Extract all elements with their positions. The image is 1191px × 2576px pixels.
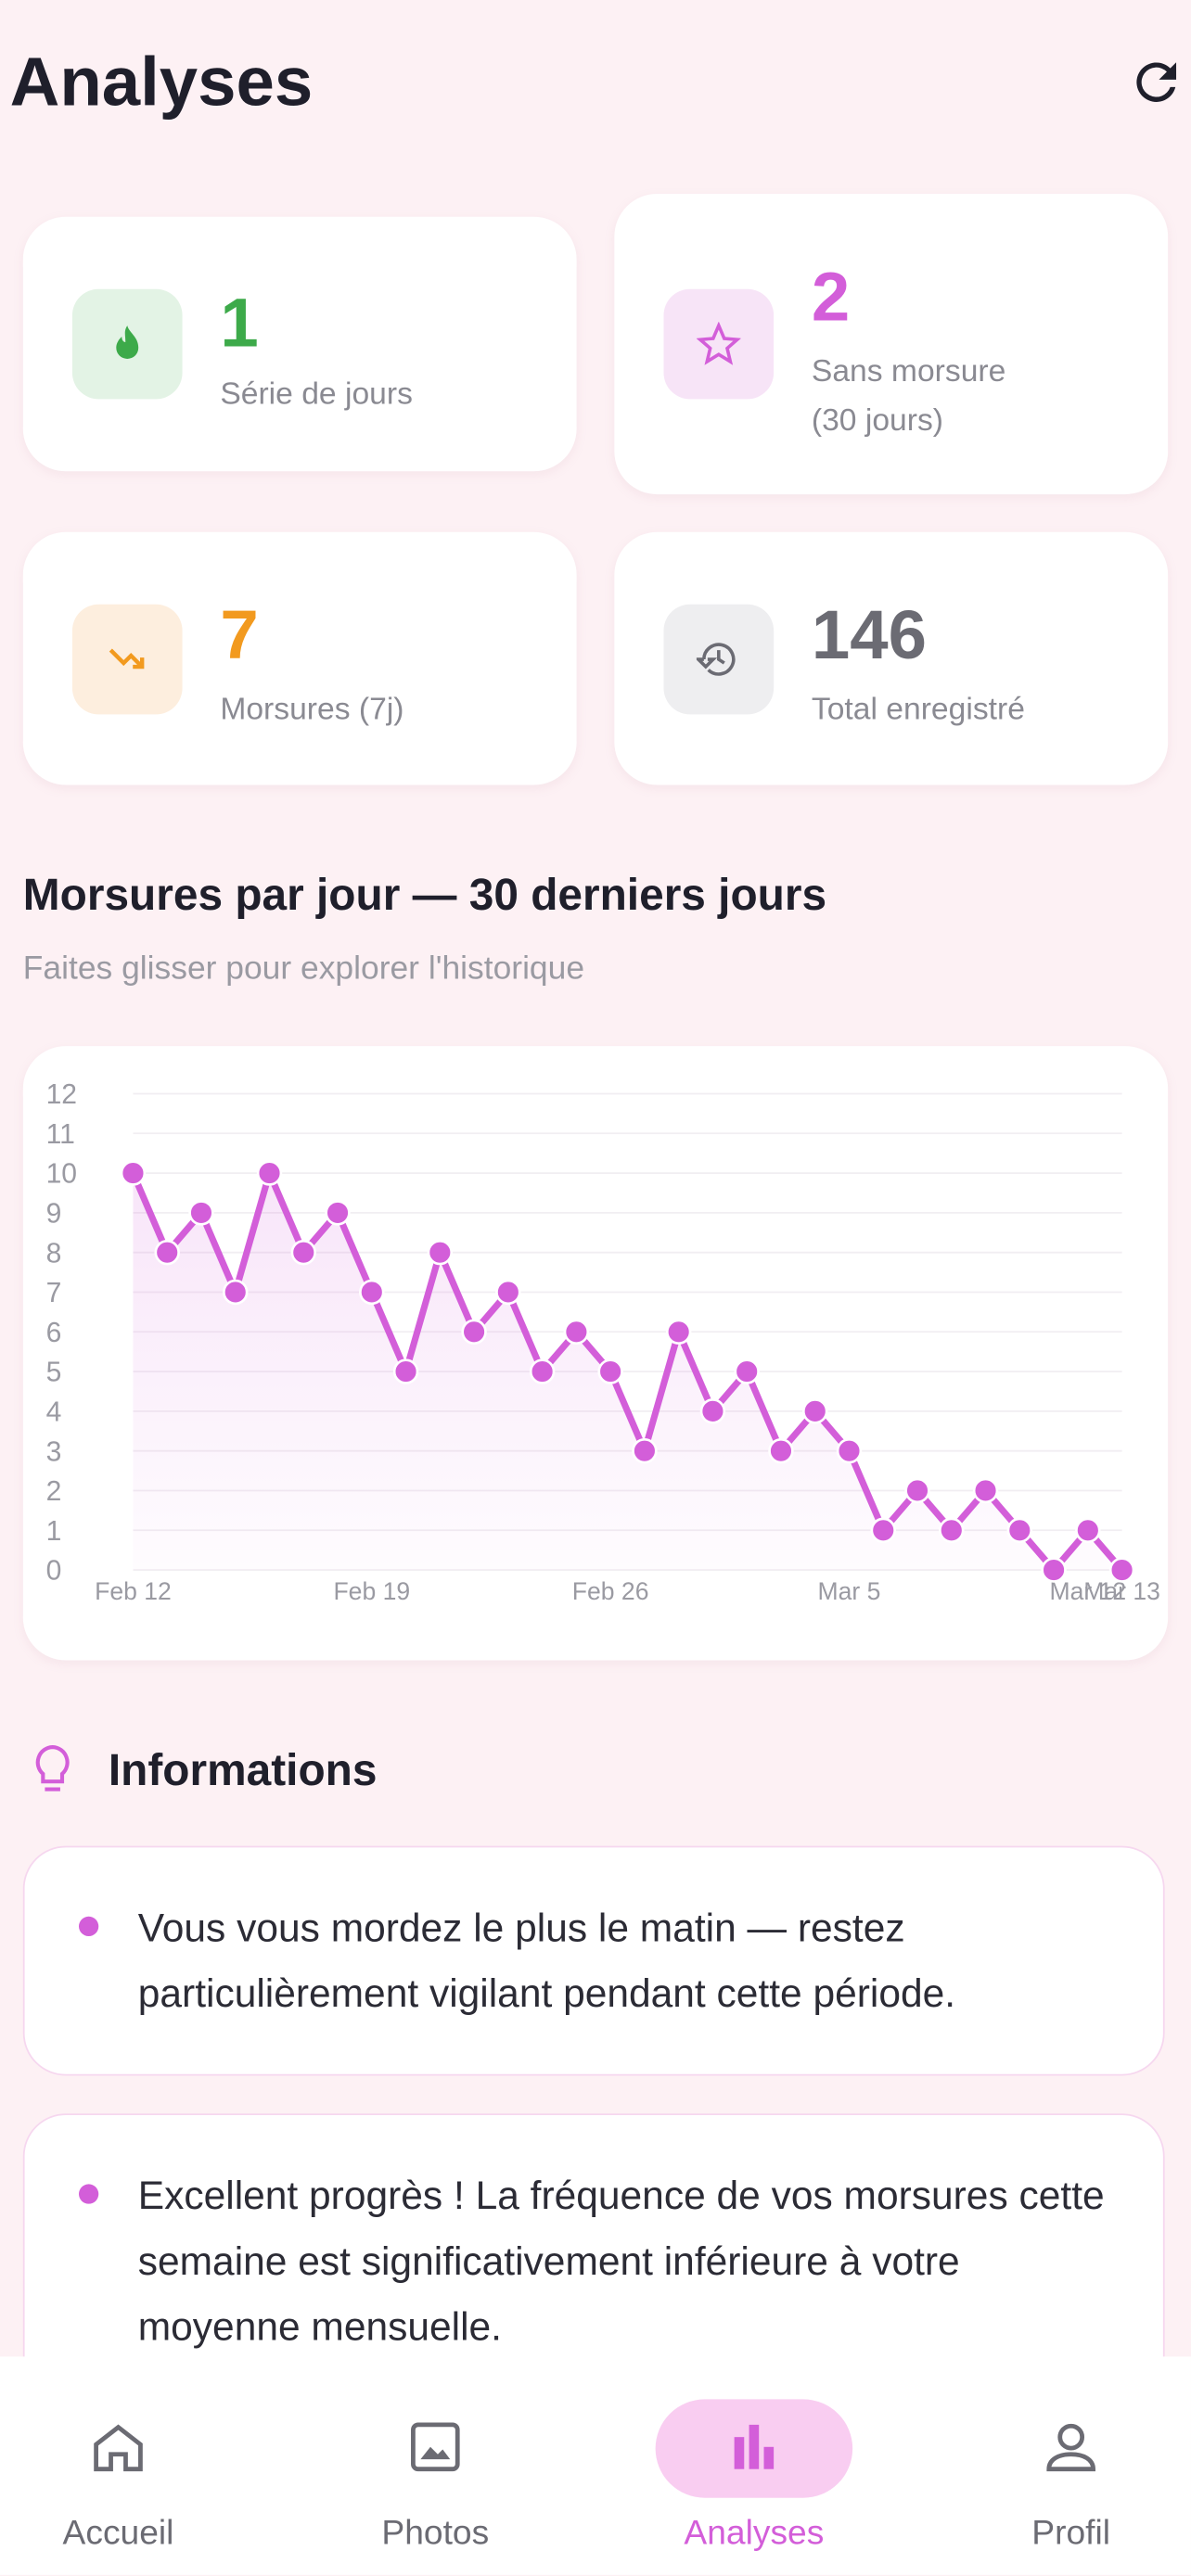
insight-text: Excellent progrès ! La fréquence de vos … (137, 2174, 1105, 2351)
point (801, 1398, 828, 1424)
y-tick-label: 6 (46, 1318, 62, 1348)
y-tick-label: 4 (46, 1397, 62, 1428)
home-icon[interactable] (89, 2417, 148, 2477)
x-tick-label: Feb 26 (572, 1577, 649, 1605)
point (1108, 1557, 1135, 1583)
x-tick-label: Feb 12 (95, 1577, 172, 1605)
point (325, 1200, 351, 1226)
page-title: Analyses (9, 43, 314, 121)
nav-label[interactable]: Accueil (62, 2514, 174, 2553)
point (904, 1477, 930, 1504)
stat-card: 1 Série de jours (22, 216, 577, 472)
stat-icon (71, 604, 183, 715)
x-tick-label: Mar 12 (1050, 1577, 1127, 1605)
point (1041, 1557, 1067, 1583)
bullet (79, 1916, 99, 1937)
y-tick-label: 9 (46, 1199, 62, 1230)
profile-icon[interactable] (1042, 2417, 1101, 2477)
y-tick-label: 5 (46, 1358, 62, 1388)
stat-card: 7 Morsures (7j) (22, 531, 577, 785)
point (972, 1477, 999, 1504)
point (359, 1279, 385, 1306)
point (188, 1200, 214, 1226)
nav-label[interactable]: Photos (381, 2514, 490, 2553)
point (154, 1239, 180, 1266)
chart-subtitle: Faites glisser pour explorer l'historiqu… (22, 950, 585, 988)
point (665, 1319, 692, 1345)
y-tick-label: 7 (46, 1278, 62, 1308)
nav-label[interactable]: Analyses (684, 2514, 825, 2553)
point (836, 1437, 863, 1464)
stat-card: 146 Total enregistré (614, 531, 1169, 785)
point (768, 1437, 794, 1464)
stat-value: 1 (220, 284, 259, 362)
nav-label[interactable]: Profil (1031, 2514, 1111, 2553)
point (563, 1319, 590, 1345)
y-tick-label: 3 (46, 1436, 62, 1467)
point (120, 1160, 147, 1186)
stat-icon (663, 604, 775, 715)
stat-value: 7 (220, 595, 259, 674)
insight-text: Vous vous mordez le plus le matin — rest… (137, 1906, 956, 2017)
bulb-icon (35, 1744, 70, 1792)
point (1006, 1517, 1033, 1544)
point (495, 1279, 521, 1306)
point (392, 1358, 419, 1384)
point (734, 1358, 760, 1384)
point (939, 1517, 965, 1544)
point (223, 1279, 249, 1306)
area (133, 1173, 1122, 1571)
point (529, 1358, 556, 1384)
refresh-button[interactable] (1127, 53, 1186, 112)
stat-value: 2 (811, 258, 851, 336)
y-tick-label: 1 (46, 1516, 62, 1547)
analyses-icon[interactable] (724, 2417, 784, 2477)
point (1075, 1517, 1101, 1544)
y-tick-label: 11 (46, 1119, 75, 1150)
point (632, 1437, 658, 1464)
x-tick-label: Mar 5 (818, 1577, 881, 1605)
point (870, 1517, 896, 1544)
stat-card: 2 Sans morsure (30 jours) (614, 193, 1169, 495)
point (461, 1319, 487, 1345)
y-tick-label: 0 (46, 1556, 62, 1587)
section-title: Informations (108, 1745, 378, 1795)
point (597, 1358, 623, 1384)
point (427, 1239, 454, 1266)
y-tick-label: 2 (46, 1476, 62, 1507)
stat-label: Série de jours (220, 377, 413, 413)
photos-icon[interactable] (405, 2417, 465, 2477)
x-tick-label: Feb 19 (333, 1577, 410, 1605)
insight-card: Vous vous mordez le plus le matin — rest… (22, 1845, 1165, 2076)
bottom-nav: Accueil Photos Analyses Profil (0, 2356, 1191, 2575)
y-tick-label: 8 (46, 1238, 62, 1269)
point (699, 1398, 726, 1424)
y-tick-label: 12 (46, 1079, 77, 1110)
stat-icon (663, 288, 775, 400)
stat-label: Morsures (7j) (220, 693, 404, 728)
stat-label: Sans morsure (30 jours) (811, 354, 1006, 439)
bullet (79, 2184, 99, 2204)
stat-icon (71, 288, 183, 400)
point (290, 1239, 316, 1266)
stat-value: 146 (811, 595, 927, 674)
stat-label: Total enregistré (811, 693, 1025, 728)
chart-title: Morsures par jour — 30 derniers jours (22, 870, 827, 920)
y-tick-label: 10 (46, 1159, 77, 1190)
point (256, 1160, 283, 1186)
